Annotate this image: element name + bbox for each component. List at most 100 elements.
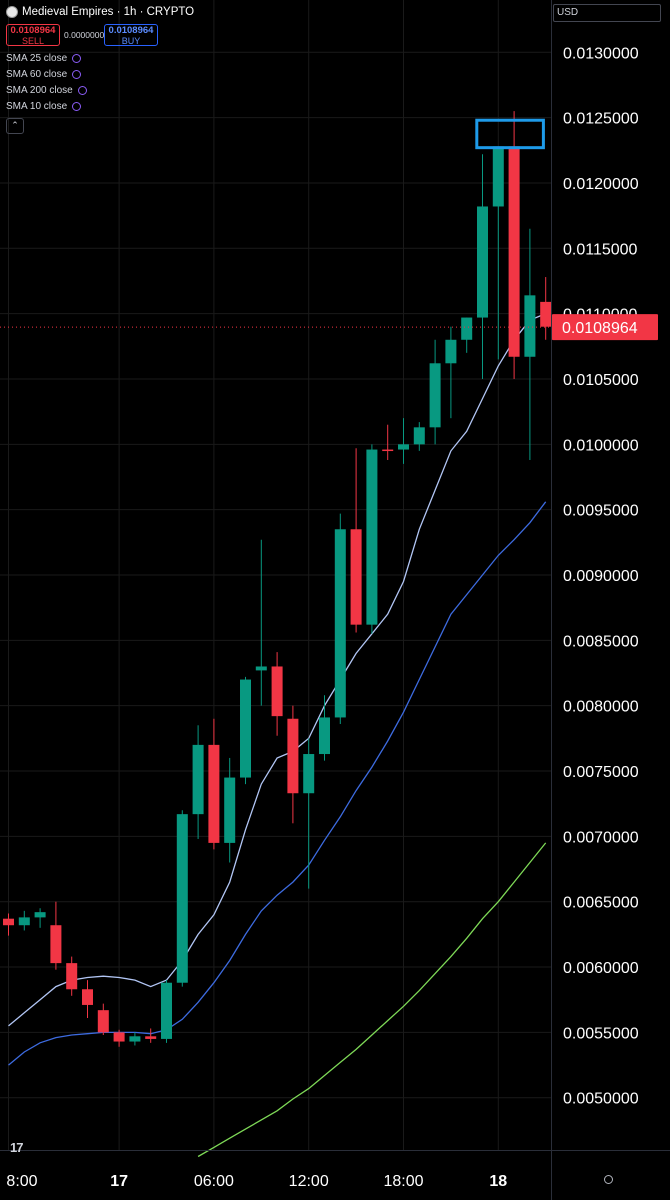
candle [50,901,62,970]
candle-body [382,449,394,452]
candle-body [287,718,299,794]
indicator-label: SMA 10 close [6,100,68,112]
overlay [475,118,545,150]
candle-body [366,449,378,625]
candle [161,980,172,1043]
time-tick-label: 18 [489,1173,507,1190]
candle-body [271,666,283,717]
symbol-title[interactable]: Medieval Empires · 1h · CRYPTO [22,6,195,18]
indicator-label: SMA 200 close [6,84,73,96]
candle [113,1029,125,1047]
candle [240,676,251,785]
time-tick-label: 06:00 [194,1173,234,1190]
candle-body [161,982,172,1039]
candle-body [524,295,536,357]
price-tick-label: 0.0130000 [563,45,639,62]
candle [271,652,283,736]
candle [319,695,330,761]
candle [382,424,394,460]
candle-body [334,529,346,718]
candle [398,418,409,464]
candle [66,956,78,996]
candle [350,448,362,633]
price-tick-label: 0.0065000 [563,895,639,912]
sma60-line [197,842,547,1158]
candle-body [82,989,93,1005]
candle-body [319,717,330,755]
candle [145,1028,157,1043]
candle-body [224,777,236,843]
price-axis: 0.0130000 0.0125000 0.0120000 0.0115000 0.01… [563,45,639,1107]
coin-logo-icon [6,6,18,18]
sma-lines [8,313,547,1158]
indicator-sma200[interactable]: SMA 200 close [6,82,194,98]
buy-button[interactable]: 0.0108964 BUY [104,24,158,46]
last-price-label: 0.0108964 [562,320,638,337]
chart-legend: Medieval Empires · 1h · CRYPTO 0.0108964… [6,4,194,134]
candle [287,705,299,824]
price-tick-label: 0.0080000 [563,699,639,716]
candle-body [240,679,251,778]
loading-icon [72,69,82,79]
spread-value: 0.0000000 [64,30,105,40]
price-tick-label: 0.0075000 [563,764,639,781]
price-tick-label: 0.0090000 [563,568,639,585]
tradingview-logo-icon: 17 [10,1140,24,1155]
candle [255,539,267,706]
candle-body [3,918,14,926]
price-tick-label: 0.0115000 [563,241,638,258]
sell-button[interactable]: 0.0108964 SELL [6,24,60,46]
candle-body [303,754,315,794]
candle-body [176,814,188,983]
highlight-box [475,118,545,150]
last-price-marker: 0.0108964 [0,314,658,341]
candle-body [129,1036,141,1042]
candle-body [50,925,62,964]
indicator-sma25[interactable]: SMA 25 close [6,50,194,66]
time-tick-label: 8:00 [6,1173,37,1190]
candle [303,738,315,889]
indicator-sma10[interactable]: SMA 10 close [6,98,194,114]
candle [129,1032,141,1046]
loading-icon [77,85,87,95]
price-tick-label: 0.0055000 [563,1025,639,1042]
candle-body [113,1032,125,1042]
candle-body [461,317,473,340]
candle [445,326,457,419]
price-tick-label: 0.0120000 [563,176,639,193]
sell-price: 0.0108964 [10,25,56,36]
price-tick-label: 0.0060000 [563,960,639,977]
collapse-legend-button[interactable]: ⌃ [6,118,24,134]
sma10-line [8,313,546,1027]
candle [429,339,441,445]
loading-icon [72,53,82,63]
candle [224,757,236,863]
candle [524,228,536,460]
candle [34,908,46,928]
currency-selector[interactable]: USD [553,4,661,22]
loading-icon [72,101,82,111]
time-axis: 8:00 17 06:00 12:00 18:00 18 [6,1173,507,1190]
time-tick-label: 18:00 [383,1173,423,1190]
axis-settings-icon[interactable] [604,1175,613,1184]
candle [334,513,346,724]
chart-grid [0,0,551,1150]
candle-body [145,1036,157,1039]
candle [208,718,220,850]
candle-body [34,912,46,918]
candle [540,277,552,340]
indicator-label: SMA 60 close [6,68,68,80]
candle [413,422,425,451]
candle [82,980,93,1019]
candle-body [477,206,488,318]
candle-body [445,339,457,364]
price-tick-label: 0.0095000 [563,503,639,520]
price-tick-label: 0.0085000 [563,633,639,650]
sma25-line [8,501,547,1066]
indicator-sma60[interactable]: SMA 60 close [6,66,194,82]
candle [3,913,14,936]
candle-body [192,744,204,815]
price-tick-label: 0.0070000 [563,829,639,846]
candle-body [255,666,267,671]
